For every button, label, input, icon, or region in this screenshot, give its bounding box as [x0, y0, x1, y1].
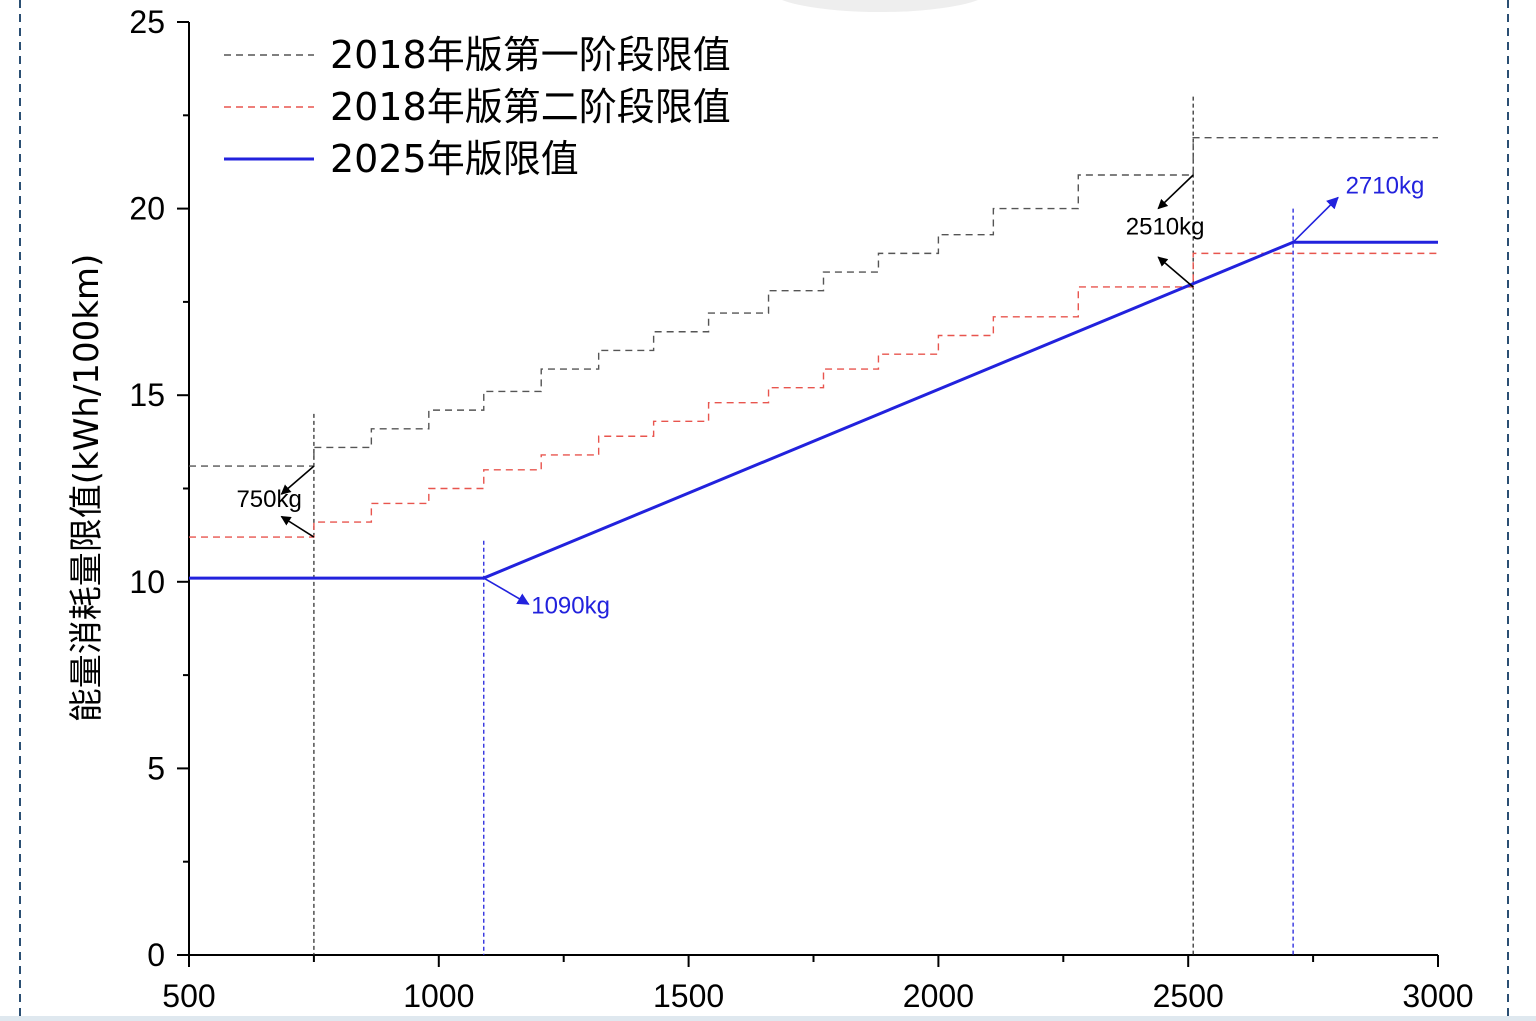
vertical-markers [313, 96, 1294, 955]
y-axis-label: 能量消耗量限值(kWh/100km) [67, 254, 107, 723]
annotation-label: 2510kg [1126, 214, 1205, 241]
top-shadow [782, 0, 978, 12]
axes-group: 0 5 10 15 20 25 500 1000 1500 2000 2500 3000 [129, 4, 1473, 1014]
legend-label: 2018年版第二阶段限值 [330, 85, 731, 129]
y-tick-label: 5 [147, 750, 165, 786]
annotation-label: 750kg [236, 486, 301, 513]
x-tick-label: 500 [162, 978, 215, 1014]
x-tick-label: 1500 [653, 978, 724, 1014]
annotation-arrow [1157, 256, 1194, 288]
annotation-arrow [280, 465, 315, 495]
annotations-group: 750kg 1090kg 2510kg 2710kg [236, 173, 1424, 620]
series-line-3 [189, 240, 1438, 580]
y-tick-label: 20 [129, 191, 165, 227]
y-tick-label: 25 [129, 4, 165, 40]
x-tick-label: 2000 [903, 978, 974, 1014]
legend: 2018年版第一阶段限值 2018年版第二阶段限值 2025年版限值 [224, 33, 731, 181]
annotation-arrow [1292, 196, 1339, 243]
annotation-label: 2710kg [1346, 173, 1425, 200]
series-line-1 [189, 136, 1438, 467]
y-tick-label: 15 [129, 377, 165, 413]
series-group [189, 136, 1438, 580]
y-tick-label: 0 [147, 937, 165, 973]
x-tick-label: 3000 [1402, 978, 1473, 1014]
y-tick-label: 10 [129, 564, 165, 600]
annotation-label: 1090kg [531, 593, 610, 620]
annotation-arrow [280, 515, 315, 538]
series-line-2 [189, 252, 1438, 538]
x-tick-label: 1000 [403, 978, 474, 1014]
annotation-arrow [483, 577, 530, 605]
annotation-arrow [1157, 174, 1194, 210]
legend-label: 2025年版限值 [330, 137, 579, 181]
bottom-strip [0, 1016, 1536, 1021]
x-tick-label: 2500 [1153, 978, 1224, 1014]
legend-label: 2018年版第一阶段限值 [330, 33, 731, 77]
